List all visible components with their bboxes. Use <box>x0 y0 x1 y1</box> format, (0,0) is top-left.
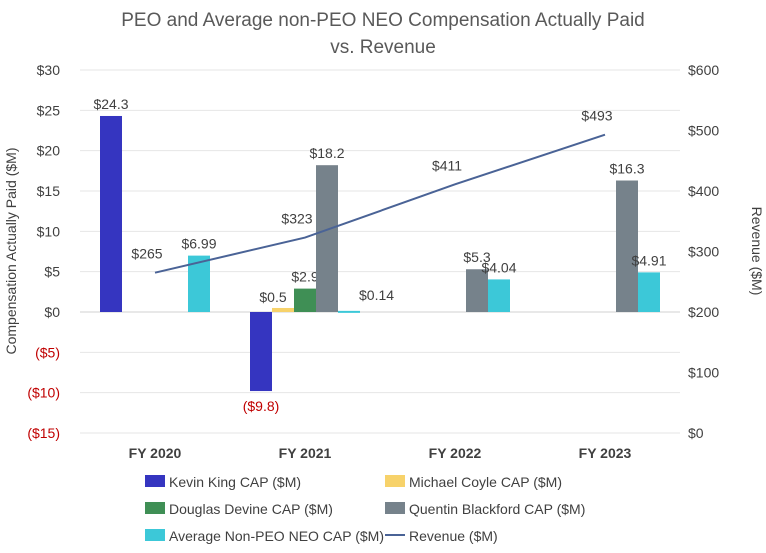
data-label: $16.3 <box>609 161 644 177</box>
x-tick-label: FY 2021 <box>279 445 332 461</box>
revenue-line <box>154 133 606 274</box>
y2-tick-label: $600 <box>688 62 719 78</box>
x-tick-label: FY 2023 <box>579 445 632 461</box>
y2-axis-label: Revenue ($M) <box>749 207 765 296</box>
y-tick-label: $10 <box>37 223 61 239</box>
legend-label: Quentin Blackford CAP ($M) <box>409 501 585 517</box>
y2-tick-label: $400 <box>688 183 719 199</box>
y-tick-label: $5 <box>44 264 60 280</box>
bar <box>338 310 360 313</box>
revenue-data-label: $265 <box>131 246 162 262</box>
data-label: $4.91 <box>631 252 666 268</box>
revenue-data-label: $411 <box>432 157 462 173</box>
revenue-data-label: $493 <box>581 108 612 124</box>
data-label: $18.2 <box>309 145 344 161</box>
bar <box>272 307 294 312</box>
y2-tick-label: $100 <box>688 365 719 381</box>
bar <box>616 180 638 312</box>
bar <box>188 255 210 312</box>
y2-tick-label: $500 <box>688 123 719 139</box>
y-tick-label: $0 <box>44 304 60 320</box>
y2-tick-label: $0 <box>688 425 704 441</box>
y-tick-label: ($10) <box>27 385 60 401</box>
bar <box>250 312 272 392</box>
legend-label: Douglas Devine CAP ($M) <box>169 501 333 517</box>
bar <box>294 288 316 312</box>
chart-title: PEO and Average non-PEO NEO Compensation… <box>121 10 645 31</box>
bar <box>100 115 122 312</box>
y-tick-label: ($5) <box>35 344 60 360</box>
y2-tick-label: $300 <box>688 244 719 260</box>
data-label: ($9.8) <box>243 398 280 414</box>
data-label: $0.14 <box>359 287 394 303</box>
bar <box>316 165 338 312</box>
data-label: $5.3 <box>463 249 490 265</box>
y2-tick-label: $200 <box>688 304 719 320</box>
bar <box>488 279 510 312</box>
legend-swatch <box>145 475 165 487</box>
revenue-data-label: $323 <box>281 211 312 227</box>
data-label: $6.99 <box>181 236 216 252</box>
legend-swatch <box>385 475 405 487</box>
data-label: $2.9 <box>291 269 318 285</box>
y-tick-label: $15 <box>37 183 61 199</box>
legend-label: Revenue ($M) <box>409 528 498 544</box>
legend-label: Average Non-PEO NEO CAP ($M) <box>169 528 384 544</box>
legend-swatch <box>385 502 405 514</box>
bar <box>638 272 660 312</box>
x-tick-label: FY 2020 <box>129 445 182 461</box>
legend-swatch <box>145 502 165 514</box>
y-axis-label: Compensation Actually Paid ($M) <box>3 148 19 355</box>
legend-label: Michael Coyle CAP ($M) <box>409 474 562 490</box>
x-tick-label: FY 2022 <box>429 445 482 461</box>
y-tick-label: $20 <box>37 143 61 159</box>
legend-swatch <box>145 529 165 541</box>
y-tick-label: ($15) <box>27 425 60 441</box>
data-label: $0.5 <box>259 289 286 305</box>
y-tick-label: $30 <box>37 62 61 78</box>
y-tick-label: $25 <box>37 102 61 118</box>
data-label: $4.04 <box>481 259 516 275</box>
legend-label: Kevin King CAP ($M) <box>169 474 301 490</box>
bar <box>466 269 488 312</box>
data-label: $24.3 <box>93 96 128 112</box>
chart-title: vs. Revenue <box>330 37 436 58</box>
